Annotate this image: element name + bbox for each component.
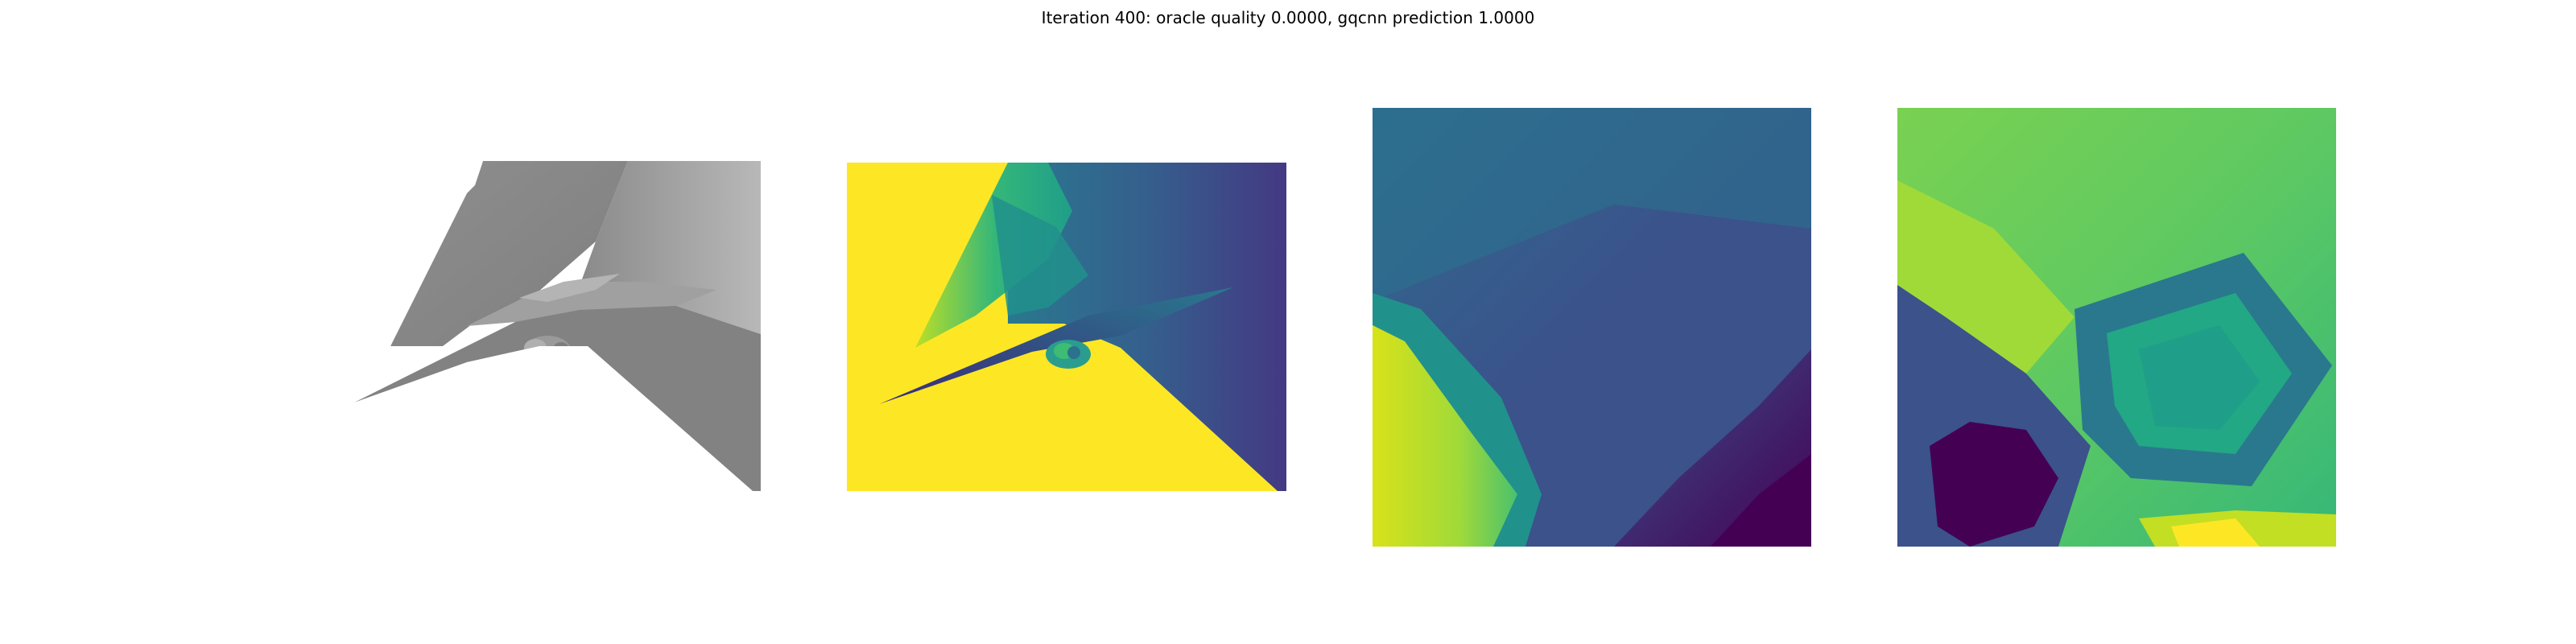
grayscale-render-image bbox=[354, 161, 761, 491]
depth-crop-b-panel bbox=[1897, 108, 2336, 547]
depth-crop-b-image bbox=[1897, 108, 2336, 547]
grayscale-render-panel bbox=[354, 161, 761, 491]
viridis-depth-panel bbox=[847, 163, 1286, 491]
figure-title: Iteration 400: oracle quality 0.0000, gq… bbox=[1041, 8, 1535, 27]
depth-crop-a-image bbox=[1373, 108, 1811, 547]
depth-crop-a-panel bbox=[1373, 108, 1811, 547]
viridis-depth-image bbox=[847, 163, 1286, 491]
